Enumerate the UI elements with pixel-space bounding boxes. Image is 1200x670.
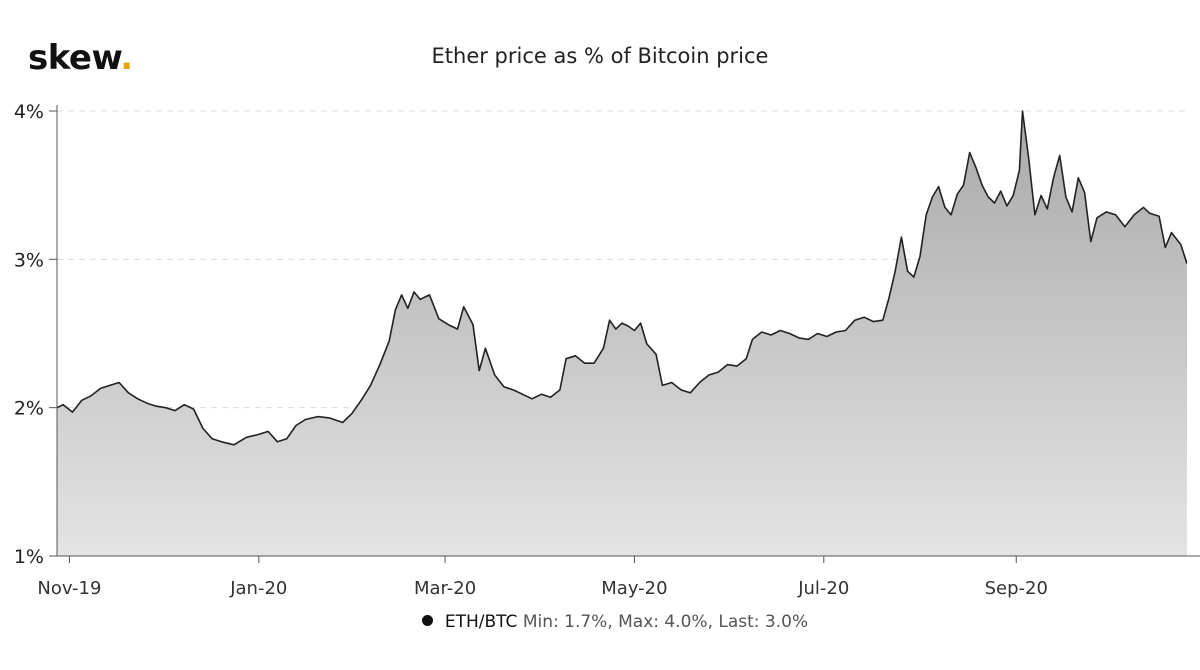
axes: 1% 2% 3% 4% Nov-19 Jan-20 Mar-20 May-20 Jul-20 Se… <box>14 101 1200 599</box>
x-tick-label: Jan-20 <box>229 578 287 599</box>
legend: ETH/BTC Min: 1.7%, Max: 4.0%, Last: 3.0% <box>0 612 1200 632</box>
x-tick-label: May-20 <box>601 578 667 599</box>
logo-text: skew <box>28 38 121 78</box>
legend-stats: Min: 1.7%, Max: 4.0%, Last: 3.0% <box>522 612 809 632</box>
x-tick-label: Jul-20 <box>797 578 849 599</box>
eth-btc-area-chart: 1% 2% 3% 4% Nov-19 Jan-20 Mar-20 May-20 Jul-20 Se… <box>14 101 1200 599</box>
skew-logo: skew. <box>28 38 133 78</box>
eth-btc-line <box>57 110 1187 446</box>
y-tick-label: 4% <box>14 101 44 123</box>
y-tick-label: 1% <box>14 546 44 568</box>
legend-series-name: ETH/BTC <box>444 612 518 632</box>
eth-btc-area <box>57 111 1187 556</box>
x-tick-label: Mar-20 <box>414 578 476 599</box>
y-tick-label: 3% <box>14 249 44 271</box>
logo-dot: . <box>120 38 133 78</box>
chart-title: Ether price as % of Bitcoin price <box>431 44 769 68</box>
legend-marker <box>421 615 433 626</box>
x-tick-label: Nov-19 <box>37 578 101 599</box>
y-tick-label: 2% <box>14 398 44 420</box>
x-tick-label: Sep-20 <box>985 578 1048 599</box>
